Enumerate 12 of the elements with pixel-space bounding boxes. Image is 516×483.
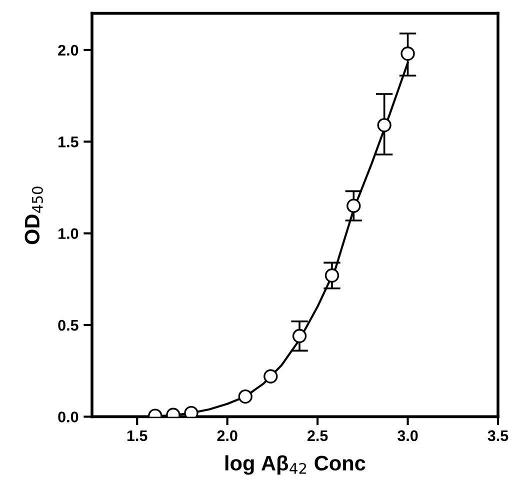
y-tick-label: 2.0: [58, 44, 78, 56]
x-tick-label: 2.5: [307, 430, 328, 442]
y-tick-label: 0.0: [58, 412, 78, 422]
y-axis-title: OD$_{450}$: [24, 186, 43, 244]
y-tick-label: 1.0: [58, 228, 78, 240]
x-tick-label: 2.0: [217, 430, 238, 442]
x-axis-title: log Aβ$_{42}$ Conc: [225, 455, 366, 475]
y-tick-label: 0.5: [58, 320, 78, 331]
y-tick-label: 1.5: [58, 136, 78, 148]
x-tick-label: 1.5: [127, 430, 148, 442]
x-tick-label: 3.5: [488, 430, 508, 442]
x-tick-label: 3.0: [398, 430, 418, 442]
